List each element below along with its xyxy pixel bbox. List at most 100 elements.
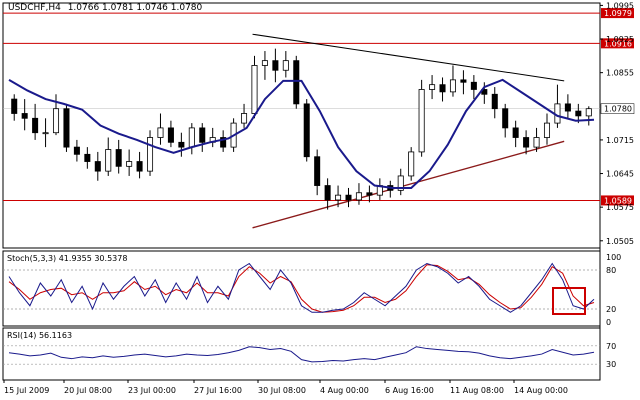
trendline-lower	[252, 140, 565, 229]
candle-body	[293, 60, 300, 105]
time-tick-label: 30 Jul 08:00	[258, 386, 306, 395]
time-tick-label: 4 Aug 00:00	[320, 386, 369, 395]
time-tick-label: 15 Jul 2009	[4, 386, 49, 395]
level-tag	[601, 195, 634, 206]
stoch-main-line	[8, 262, 595, 313]
candle-body	[157, 127, 164, 138]
level-tag-label: 1.0979	[604, 9, 632, 18]
candle-body	[84, 153, 91, 162]
time-axis: 15 Jul 2009 20 Jul 08:00 23 Jul 00:00 27 Ju…	[3, 380, 568, 395]
candle-body	[251, 65, 258, 114]
candle-body	[335, 194, 342, 201]
candle-body	[460, 79, 467, 83]
candle-body	[94, 161, 101, 172]
candle-body	[408, 151, 415, 177]
candle-body	[523, 137, 530, 148]
price-tick-label: 1.0855	[606, 69, 634, 78]
current-price-tag	[600, 103, 635, 114]
level-tag	[601, 38, 634, 49]
candle-body	[418, 89, 425, 153]
candle-body	[105, 149, 112, 172]
time-tick-label: 11 Aug 08:00	[450, 386, 504, 395]
level-tag-label: 1.0589	[604, 196, 632, 205]
candle-body	[554, 103, 561, 124]
trendlines	[252, 33, 565, 229]
moving-average	[8, 78, 595, 189]
candle-body	[52, 108, 60, 134]
candle-body	[32, 117, 39, 134]
candle-body	[533, 137, 540, 148]
symbol-label: USDCHF,H4	[8, 3, 61, 13]
time-tick-label: 20 Jul 08:00	[64, 386, 112, 395]
candle-body	[21, 113, 28, 119]
candle-body	[324, 185, 331, 201]
price-tick-label: 1.0505	[606, 237, 634, 246]
price-tick-label: 1.0575	[606, 203, 634, 212]
candle-body	[429, 84, 436, 90]
candle-body	[126, 161, 133, 167]
candle-body	[564, 103, 571, 112]
candle-body	[502, 108, 509, 129]
candle-body	[147, 137, 154, 172]
candle-body	[63, 108, 70, 148]
price-tick-label: 1.0995	[606, 1, 634, 10]
stoch-tick-label: 0	[606, 318, 611, 327]
price-levels: 1.0979 1.0916 1.0589 1.0780	[3, 8, 635, 206]
chart-header: USDCHF,H4 1.0766 1.0781 1.0746 1.0780	[8, 3, 202, 13]
candle-body	[11, 98, 18, 114]
ma-line	[8, 78, 595, 189]
stochastic-panel: 100 80 20 0 Stoch(5,3,3) 41.9355 30.5378	[3, 253, 621, 327]
price-tick-label: 1.0715	[606, 136, 634, 145]
stoch-tick-label: 20	[606, 305, 616, 314]
candle-body	[272, 60, 279, 71]
candle-body	[575, 110, 582, 117]
price-tick-label: 1.0925	[606, 35, 634, 44]
time-tick-label: 27 Jul 16:00	[194, 386, 242, 395]
candle-body	[470, 81, 477, 90]
stoch-label: Stoch(5,3,3) 41.9355 30.5378	[7, 254, 127, 263]
rsi-panel: 70 30 RSI(14) 56.1163	[3, 331, 616, 369]
candle-body	[439, 84, 446, 93]
candle-body	[241, 113, 248, 124]
trendline-upper	[252, 33, 565, 82]
time-tick-label: 23 Jul 00:00	[128, 386, 176, 395]
ohlc-label: 1.0766 1.0781 1.0746 1.0780	[67, 3, 203, 13]
stoch-signal-line	[8, 264, 595, 313]
time-tick-label: 6 Aug 16:00	[385, 386, 434, 395]
candle-body	[397, 175, 404, 191]
candle-body	[282, 60, 289, 71]
panel-frames	[2, 2, 601, 381]
candle-body	[261, 60, 268, 66]
stoch-tick-label: 100	[606, 253, 621, 262]
level-tag	[601, 8, 634, 19]
candle-body	[543, 122, 551, 138]
candle-body	[136, 161, 143, 172]
candle-body	[314, 156, 321, 186]
candle-body	[449, 79, 456, 93]
rsi-label: RSI(14) 56.1163	[7, 331, 72, 340]
candle-body	[220, 137, 227, 148]
candle-body	[199, 127, 206, 143]
candle-body	[178, 141, 185, 148]
price-axis: 1.09951.09251.08551.07151.06451.05751.05…	[600, 1, 634, 246]
candle-body	[366, 192, 373, 196]
rsi-tick-label: 30	[606, 360, 616, 369]
candle-body	[73, 146, 80, 155]
candle-body	[115, 149, 122, 167]
rsi-line	[8, 346, 595, 363]
candle-body	[585, 108, 592, 117]
time-tick-label: 14 Aug 00:00	[514, 386, 568, 395]
candle-body	[512, 127, 519, 138]
candle-body	[491, 93, 498, 110]
candle-body	[355, 192, 362, 201]
candle-body	[167, 127, 174, 143]
current-price-label: 1.0780	[604, 105, 632, 114]
candle-body	[188, 127, 195, 148]
candle-body	[303, 103, 310, 158]
price-tick-label: 1.0645	[606, 170, 634, 179]
level-tag-label: 1.0916	[604, 39, 632, 48]
rsi-tick-label: 70	[606, 342, 616, 351]
candle-body	[42, 132, 49, 135]
candle-body	[345, 194, 352, 201]
